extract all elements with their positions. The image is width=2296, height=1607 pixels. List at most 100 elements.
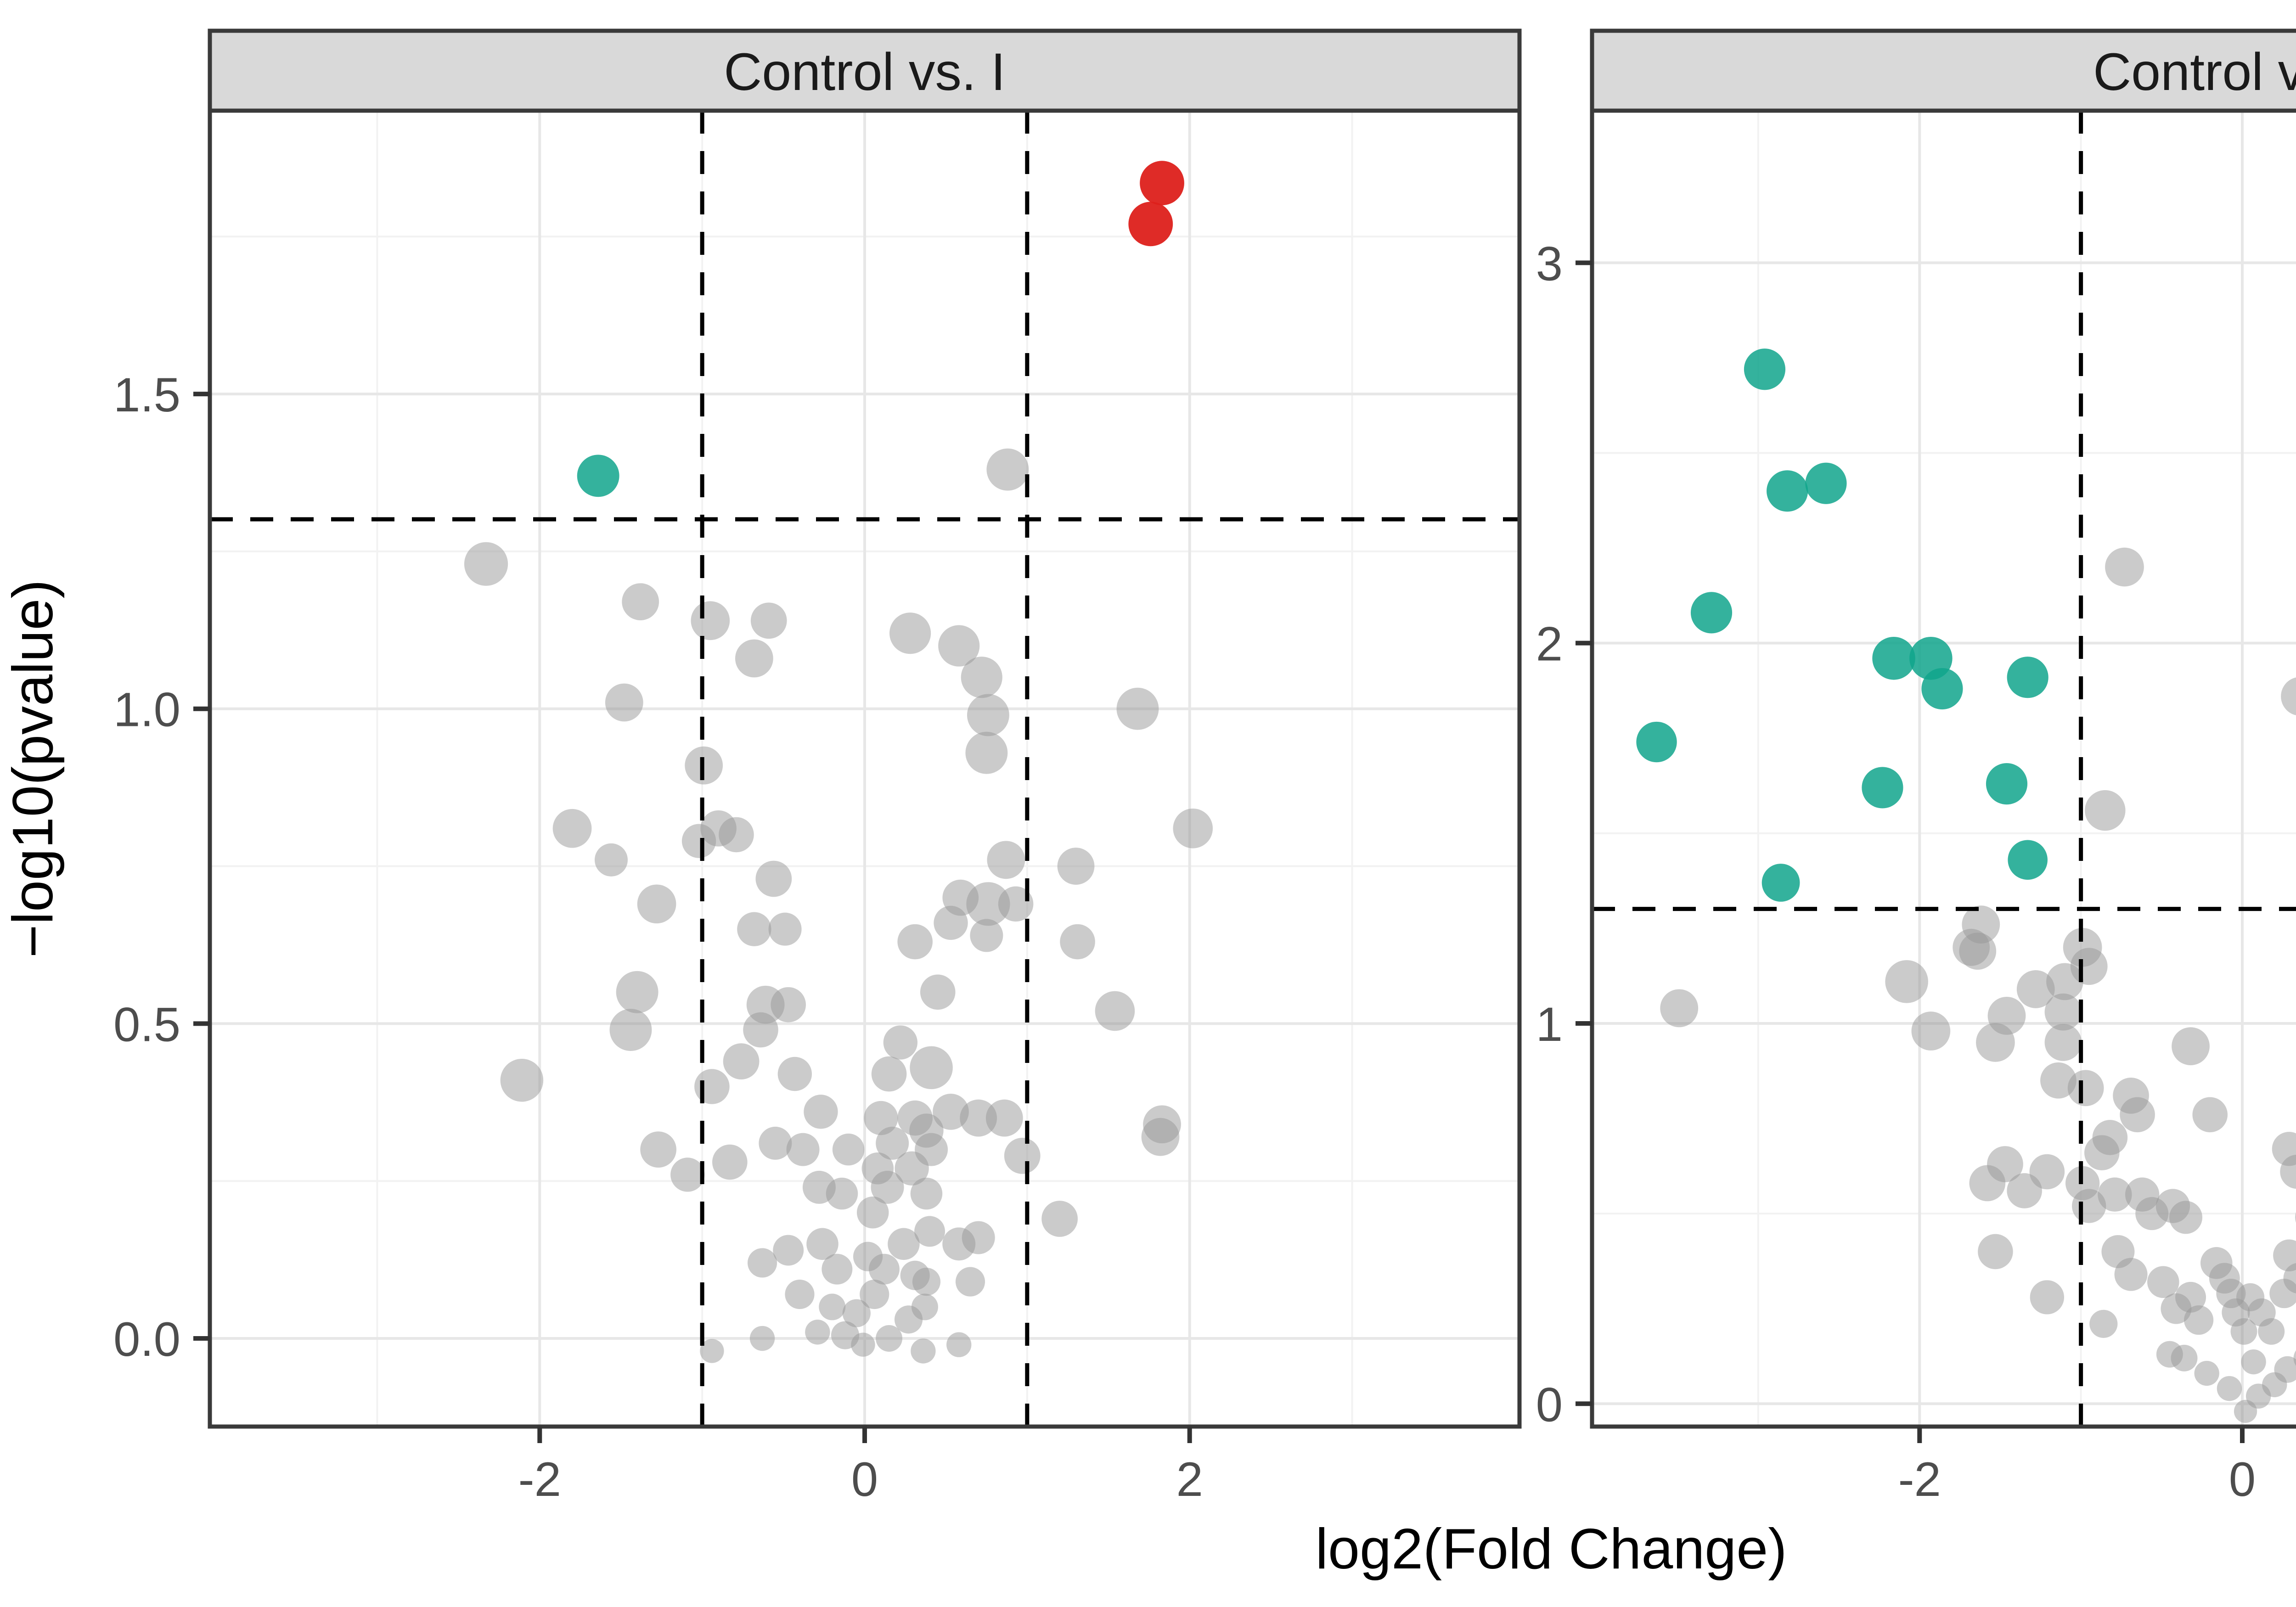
data-point-nodiff — [735, 639, 773, 678]
data-point-nodiff — [670, 1157, 705, 1192]
data-point-nodiff — [888, 1228, 920, 1260]
data-point-nodiff — [876, 1126, 909, 1160]
data-point-nodiff — [1057, 848, 1095, 885]
data-point-downward — [1744, 348, 1786, 390]
nodiff-points — [1660, 547, 2296, 1423]
data-point-downward — [1862, 767, 1903, 809]
data-point-nodiff — [966, 882, 1010, 926]
facet-strip-label: Control vs. T — [2093, 43, 2296, 101]
x-tick-label: -2 — [1898, 1453, 1941, 1506]
axis-ticks: -2020123 — [1536, 237, 2256, 1506]
data-point-upward — [1140, 161, 1184, 206]
data-point-nodiff — [933, 1093, 969, 1130]
data-point-nodiff — [2273, 1239, 2296, 1272]
x-tick-label: 2 — [1176, 1453, 1203, 1506]
axis-ticks: -2 0 2 0.0 0.5 1.0 1.5 — [113, 368, 1203, 1506]
data-point-nodiff — [910, 1046, 953, 1090]
y-tick-label: 1.5 — [113, 368, 180, 422]
data-point-nodiff — [1885, 960, 1928, 1003]
data-point-downward — [1690, 592, 1733, 634]
data-point-nodiff — [743, 1012, 778, 1048]
data-point-nodiff — [1095, 991, 1135, 1031]
data-point-downward — [1767, 470, 1808, 512]
data-point-nodiff — [2040, 1062, 2077, 1099]
data-point-nodiff — [2234, 1399, 2257, 1423]
data-point-nodiff — [851, 1332, 875, 1357]
data-point-nodiff — [750, 602, 787, 639]
data-point-nodiff — [2085, 790, 2126, 831]
data-point-nodiff — [876, 1325, 903, 1352]
data-point-nodiff — [2084, 1135, 2120, 1170]
regulated-points — [1636, 348, 2048, 902]
x-axis-title: log2(Fold Change) — [1315, 1517, 1787, 1581]
data-point-nodiff — [961, 657, 1002, 698]
data-point-nodiff — [2172, 1027, 2210, 1066]
data-point-nodiff — [805, 1320, 830, 1345]
data-point-nodiff — [883, 1025, 918, 1060]
data-point-nodiff — [914, 1216, 945, 1247]
data-point-nodiff — [640, 1131, 676, 1168]
data-point-nodiff — [804, 1095, 838, 1129]
y-tick-label: 1.0 — [113, 683, 180, 737]
data-point-nodiff — [2105, 547, 2144, 587]
y-tick-label: 0.0 — [113, 1313, 180, 1366]
data-point-nodiff — [609, 1009, 652, 1051]
data-point-nodiff — [871, 1056, 907, 1092]
data-point-nodiff — [962, 1221, 995, 1254]
data-point-nodiff — [2089, 1309, 2118, 1338]
data-point-nodiff — [2098, 1177, 2132, 1212]
data-point-nodiff — [853, 1242, 883, 1271]
x-tick-label: 0 — [2229, 1453, 2256, 1506]
data-point-nodiff — [912, 1268, 941, 1296]
data-point-nodiff — [2171, 1344, 2198, 1371]
data-point-nodiff — [1978, 1234, 2013, 1270]
data-point-nodiff — [965, 731, 1008, 774]
data-point-nodiff — [967, 694, 1009, 736]
data-point-nodiff — [946, 1332, 972, 1357]
facet-strip-label: Control vs. I — [724, 43, 1006, 101]
data-point-nodiff — [822, 1253, 853, 1285]
data-point-nodiff — [771, 987, 806, 1023]
data-point-nodiff — [2030, 1280, 2065, 1315]
y-tick-label: 0.5 — [113, 998, 180, 1051]
data-point-nodiff — [2217, 1376, 2242, 1401]
nodiff-points — [464, 448, 1213, 1364]
data-point-nodiff — [616, 971, 658, 1013]
data-point-nodiff — [856, 1196, 889, 1229]
data-point-nodiff — [712, 1144, 748, 1180]
data-point-nodiff — [700, 1339, 724, 1363]
data-point-nodiff — [806, 1228, 838, 1260]
data-point-nodiff — [605, 683, 643, 722]
data-point-nodiff — [832, 1133, 865, 1166]
data-point-nodiff — [1004, 1137, 1041, 1174]
data-point-nodiff — [920, 974, 956, 1010]
data-point-nodiff — [747, 1248, 777, 1278]
data-point-nodiff — [785, 1279, 815, 1309]
data-point-nodiff — [986, 448, 1029, 491]
data-point-nodiff — [691, 601, 730, 641]
data-point-nodiff — [1116, 687, 1159, 730]
threshold-lines — [1592, 111, 2296, 1427]
data-point-nodiff — [595, 843, 628, 877]
data-point-nodiff — [2044, 1023, 2082, 1061]
data-point-downward — [2007, 657, 2048, 698]
data-point-downward — [577, 455, 619, 497]
data-point-nodiff — [2241, 1349, 2266, 1375]
data-point-nodiff — [911, 1293, 938, 1320]
facet-strip: Control vs. I — [208, 28, 1522, 113]
data-point-nodiff — [500, 1059, 544, 1102]
data-point-nodiff — [915, 1133, 948, 1166]
data-point-nodiff — [861, 1152, 894, 1185]
data-point-nodiff — [860, 1279, 889, 1309]
data-point-nodiff — [897, 924, 933, 960]
facet-strip-bg — [208, 28, 1522, 113]
data-point-nodiff — [1969, 1165, 2006, 1202]
data-point-nodiff — [985, 1099, 1023, 1137]
regulated-points — [577, 161, 1184, 497]
data-point-downward — [1872, 637, 1915, 680]
data-point-nodiff — [1987, 997, 2026, 1035]
data-point-nodiff — [955, 1267, 985, 1297]
y-tick-label: 0 — [1536, 1378, 1563, 1432]
